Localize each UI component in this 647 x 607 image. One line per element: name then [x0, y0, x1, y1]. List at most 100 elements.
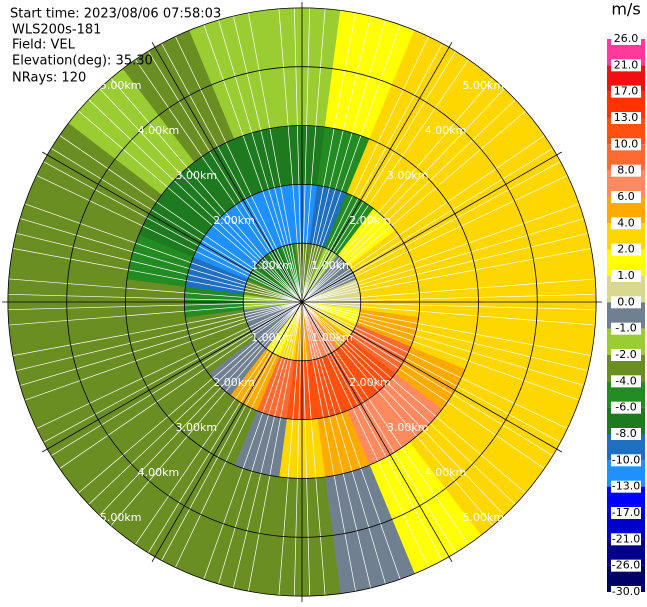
colorbar-label-bg — [611, 586, 641, 598]
colorbar-label-bg — [611, 112, 641, 124]
ray-gap — [51, 148, 303, 303]
colorbar-label-bg — [611, 533, 641, 546]
info-line: Start time: 2023/08/06 07:58:03 — [10, 7, 221, 22]
ray-gap — [301, 301, 585, 386]
ray-gap — [15, 301, 303, 372]
range-ring-label: 3.00km — [175, 169, 217, 182]
ray-gap — [301, 301, 561, 443]
colorbar-label-bg — [611, 138, 641, 151]
ray-gap — [51, 301, 303, 456]
range-ring-label: 5.00km — [100, 79, 142, 92]
ray-gap — [301, 301, 580, 401]
colorbar-label-bg — [611, 322, 641, 335]
ray-gap — [293, 301, 303, 597]
ray-gap — [301, 301, 596, 326]
ray-gap — [175, 301, 303, 568]
ray-gap — [36, 301, 303, 429]
range-ring-label: 1.00km — [311, 331, 353, 344]
ray-gap — [88, 301, 303, 505]
ray-gap — [12, 301, 303, 356]
colorbar-label-bg — [611, 217, 641, 230]
range-ring — [183, 183, 421, 421]
range-ring-label: 2.00km — [349, 214, 391, 227]
range-ring-label: 3.00km — [175, 421, 217, 434]
range-ring-label: 4.00km — [138, 466, 180, 479]
spoke — [151, 301, 303, 563]
ray-gap — [203, 301, 303, 580]
colorbar-tick-label: 26.0 — [614, 32, 639, 45]
ray-gap — [301, 36, 429, 303]
ray-gap — [301, 203, 580, 303]
colorbar-tick-label: 2.0 — [617, 243, 635, 256]
ray-gap — [301, 301, 443, 561]
ray-gap — [43, 161, 303, 303]
ray-gap — [24, 301, 303, 401]
range-ring-label: 5.00km — [100, 511, 142, 524]
range-ring-label: 2.00km — [213, 376, 255, 389]
ray-gap — [301, 301, 553, 456]
ray-gap — [59, 135, 303, 303]
colorbar-label-bg — [611, 401, 641, 414]
ray-gap — [301, 301, 401, 580]
ray-gap — [301, 135, 545, 303]
range-ring-label: 3.00km — [387, 169, 429, 182]
colorbar-tick-label: -4.0 — [615, 374, 636, 387]
colorbar-label-bg — [611, 164, 641, 177]
ray-gap — [36, 175, 303, 303]
range-ring-label: 4.00km — [138, 124, 180, 137]
range-ring-label: 2.00km — [349, 376, 391, 389]
spoke — [151, 41, 303, 303]
ray-gap — [301, 88, 505, 303]
ray-gap — [301, 293, 597, 303]
ray-gap — [278, 8, 303, 303]
colorbar-label-bg — [611, 480, 641, 493]
range-ring — [125, 125, 479, 479]
ray-gap — [12, 248, 303, 303]
info-line: NRays: 120 — [12, 71, 86, 86]
ray-gap — [301, 248, 592, 303]
range-ring-label: 3.00km — [387, 421, 429, 434]
colorbar-tick-label: 13.0 — [614, 111, 639, 124]
colorbar-label-bg — [611, 349, 641, 361]
colorbar-label-bg — [611, 59, 641, 72]
spoke — [301, 151, 563, 303]
ray-gap — [218, 19, 303, 303]
colorbar-label-bg — [611, 428, 641, 440]
range-ring-label: 1.00km — [251, 259, 293, 272]
ray-gap — [301, 301, 356, 592]
colorbar-label-bg — [611, 85, 641, 98]
range-ring-label: 2.00km — [213, 214, 255, 227]
ray-gap — [301, 15, 372, 303]
ray-gap — [8, 278, 303, 303]
ray-gap — [301, 301, 456, 553]
ray-gap — [301, 301, 386, 585]
info: Start time: 2023/08/06 07:58:03 WLS200s-… — [10, 7, 221, 86]
ray-gap — [203, 24, 303, 303]
ray-gap — [232, 301, 303, 589]
ray-gap — [301, 110, 526, 303]
ray-gap — [301, 301, 568, 429]
range-ring — [7, 7, 597, 597]
ray-gap — [301, 301, 429, 568]
ray-gap — [161, 301, 303, 561]
ray-gap — [293, 7, 303, 303]
spoke — [301, 301, 563, 453]
colorbar-tick-label: -26.0 — [612, 559, 640, 572]
ray-gap — [301, 12, 356, 303]
ray-gap — [301, 301, 505, 516]
ray-gap — [99, 301, 303, 516]
range-ring-label: 5.00km — [463, 511, 505, 524]
colorbar-label-bg — [611, 375, 641, 388]
ray-gap — [301, 175, 568, 303]
colorbar-tick-label: 21.0 — [614, 58, 639, 71]
ray-gap — [301, 24, 401, 303]
ray-gap — [135, 59, 303, 303]
spoke — [41, 151, 303, 303]
range-ring-label: 4.00km — [425, 466, 467, 479]
ray-gap — [301, 232, 589, 303]
ray-gap — [301, 8, 326, 303]
range-ring — [66, 66, 538, 538]
ray-gap — [301, 301, 516, 505]
ray-gap — [301, 301, 597, 311]
